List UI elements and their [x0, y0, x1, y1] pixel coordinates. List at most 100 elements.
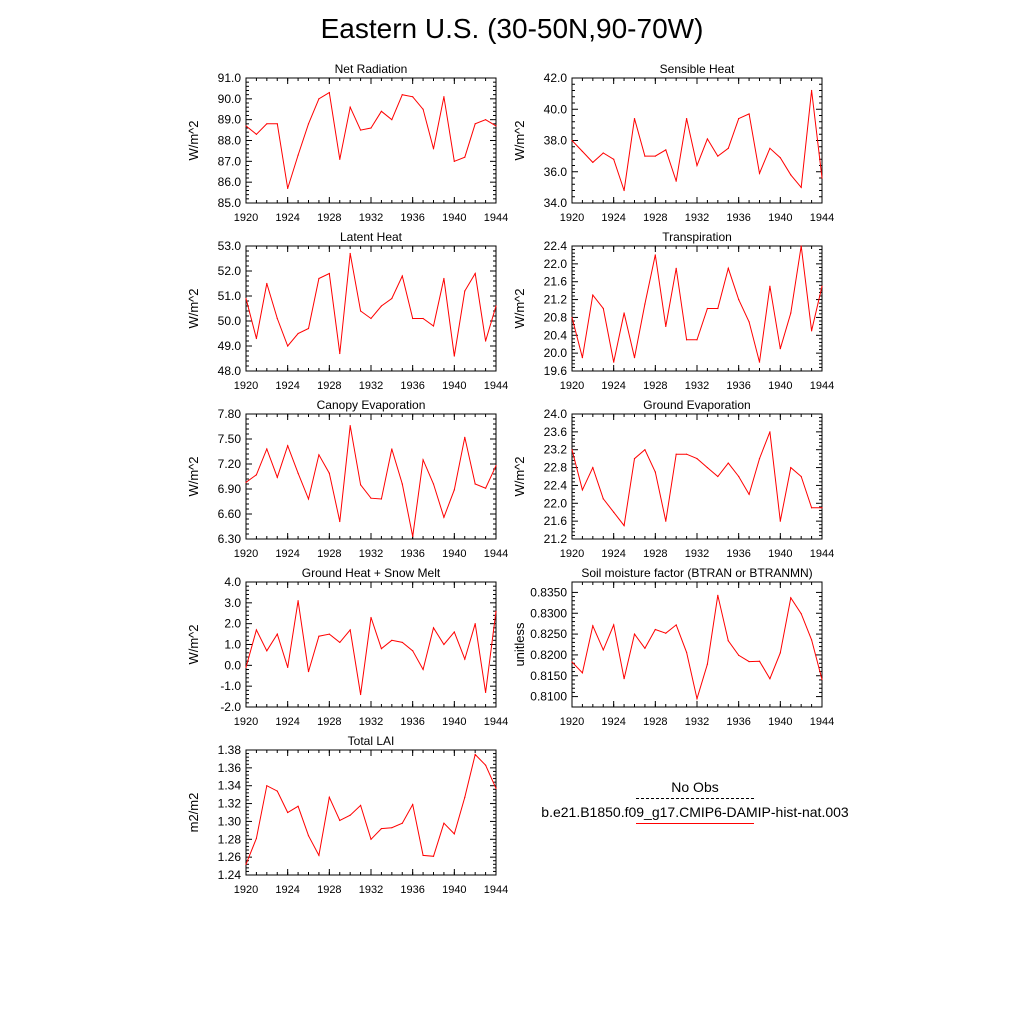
data-point [401, 94, 403, 96]
data-point [696, 164, 698, 167]
data-point [769, 285, 771, 287]
x-tick-label: 1928 [643, 380, 667, 392]
y-tick-label: 21.6 [544, 275, 568, 289]
data-point [790, 312, 792, 314]
data-point [474, 623, 476, 625]
data-point [613, 158, 615, 160]
panel-title: Latent Heat [340, 230, 403, 244]
y-tick-label: 0.8200 [530, 648, 567, 662]
data-point [644, 647, 646, 649]
x-tick-label: 1920 [234, 716, 258, 728]
y-tick-label: 22.0 [544, 496, 568, 510]
data-point [464, 658, 466, 660]
data-point [484, 340, 487, 342]
data-point [581, 672, 584, 674]
panel-1: 1920 1924 1928 1932 1936 1940 1944 34.0 36.0 38.0… [512, 62, 834, 224]
x-tick-label: 1944 [810, 548, 834, 560]
legend-model-label: b.e21.B1850.f09_g17.CMIP6-DAMIP-hist-nat… [541, 804, 849, 820]
data-point [821, 285, 823, 287]
x-tick-label: 1924 [275, 212, 299, 224]
data-point [339, 352, 341, 355]
data-point [602, 649, 604, 651]
y-tick-label: 23.6 [544, 425, 568, 439]
data-point [665, 325, 667, 327]
y-tick-label: 1.32 [218, 797, 242, 811]
data-point [422, 854, 424, 856]
series-line [245, 425, 497, 537]
x-tick-label: 1944 [484, 548, 508, 560]
x-tick-label: 1920 [234, 212, 258, 224]
data-point [328, 272, 330, 275]
data-point [401, 275, 403, 277]
x-tick-label: 1924 [601, 212, 625, 224]
data-point [484, 691, 487, 694]
legend-model-line [636, 823, 754, 824]
data-point [738, 118, 740, 120]
data-point [391, 639, 393, 641]
data-point [685, 651, 688, 654]
panel-title: Canopy Evaporation [317, 398, 426, 412]
data-point [654, 254, 656, 256]
data-point [318, 454, 320, 456]
data-point [266, 650, 268, 652]
data-point [602, 152, 604, 154]
y-tick-label: 0.8150 [530, 669, 567, 683]
data-point [391, 297, 393, 300]
x-tick-label: 1936 [726, 548, 750, 560]
data-point [696, 698, 698, 700]
y-tick-label: 90.0 [218, 92, 242, 106]
data-point [665, 520, 667, 522]
x-tick-label: 1928 [317, 380, 341, 392]
plot-frame [245, 581, 497, 708]
series-line [245, 253, 497, 357]
y-tick-label: 34.0 [544, 196, 568, 210]
x-tick-label: 1944 [810, 380, 834, 392]
data-point [685, 118, 688, 120]
data-point [810, 89, 813, 92]
legend-obs-line [636, 798, 754, 799]
data-point [779, 157, 781, 159]
data-point [706, 307, 709, 310]
data-point [422, 668, 424, 671]
data-point [769, 431, 771, 433]
data-point [432, 627, 435, 629]
data-point [422, 317, 424, 320]
data-point [245, 481, 247, 483]
x-tick-label: 1940 [442, 548, 466, 560]
data-point [571, 661, 573, 663]
data-point [443, 822, 445, 824]
data-point [654, 471, 656, 473]
x-tick-label: 1932 [359, 716, 383, 728]
y-tick-label: 42.0 [544, 71, 568, 85]
series-line [571, 245, 823, 363]
data-point [644, 449, 646, 451]
data-point [318, 277, 320, 280]
data-point [359, 484, 362, 486]
series-line [571, 431, 822, 527]
data-point [339, 158, 341, 160]
data-point [297, 154, 299, 156]
y-axis-label: W/m^2 [186, 120, 201, 160]
data-point [758, 172, 761, 174]
data-point [474, 483, 476, 485]
data-point [359, 310, 362, 312]
data-point [422, 459, 424, 461]
y-tick-label: 48.0 [218, 364, 242, 378]
x-tick-label: 1932 [359, 380, 383, 392]
y-tick-label: 0.8100 [530, 690, 567, 704]
x-tick-label: 1940 [442, 380, 466, 392]
y-tick-label: 21.6 [544, 514, 568, 528]
y-tick-label: 52.0 [218, 264, 242, 278]
data-point [380, 498, 383, 500]
data-point [748, 660, 750, 663]
y-tick-label: 20.0 [544, 346, 568, 360]
y-tick-label: 0.8350 [530, 585, 567, 599]
data-point [359, 129, 362, 131]
data-point [464, 290, 466, 292]
data-point [255, 629, 258, 631]
data-point [391, 827, 393, 829]
x-tick-label: 1924 [601, 548, 625, 560]
data-point [380, 305, 383, 307]
data-point [255, 837, 258, 839]
y-tick-label: 50.0 [218, 314, 242, 328]
